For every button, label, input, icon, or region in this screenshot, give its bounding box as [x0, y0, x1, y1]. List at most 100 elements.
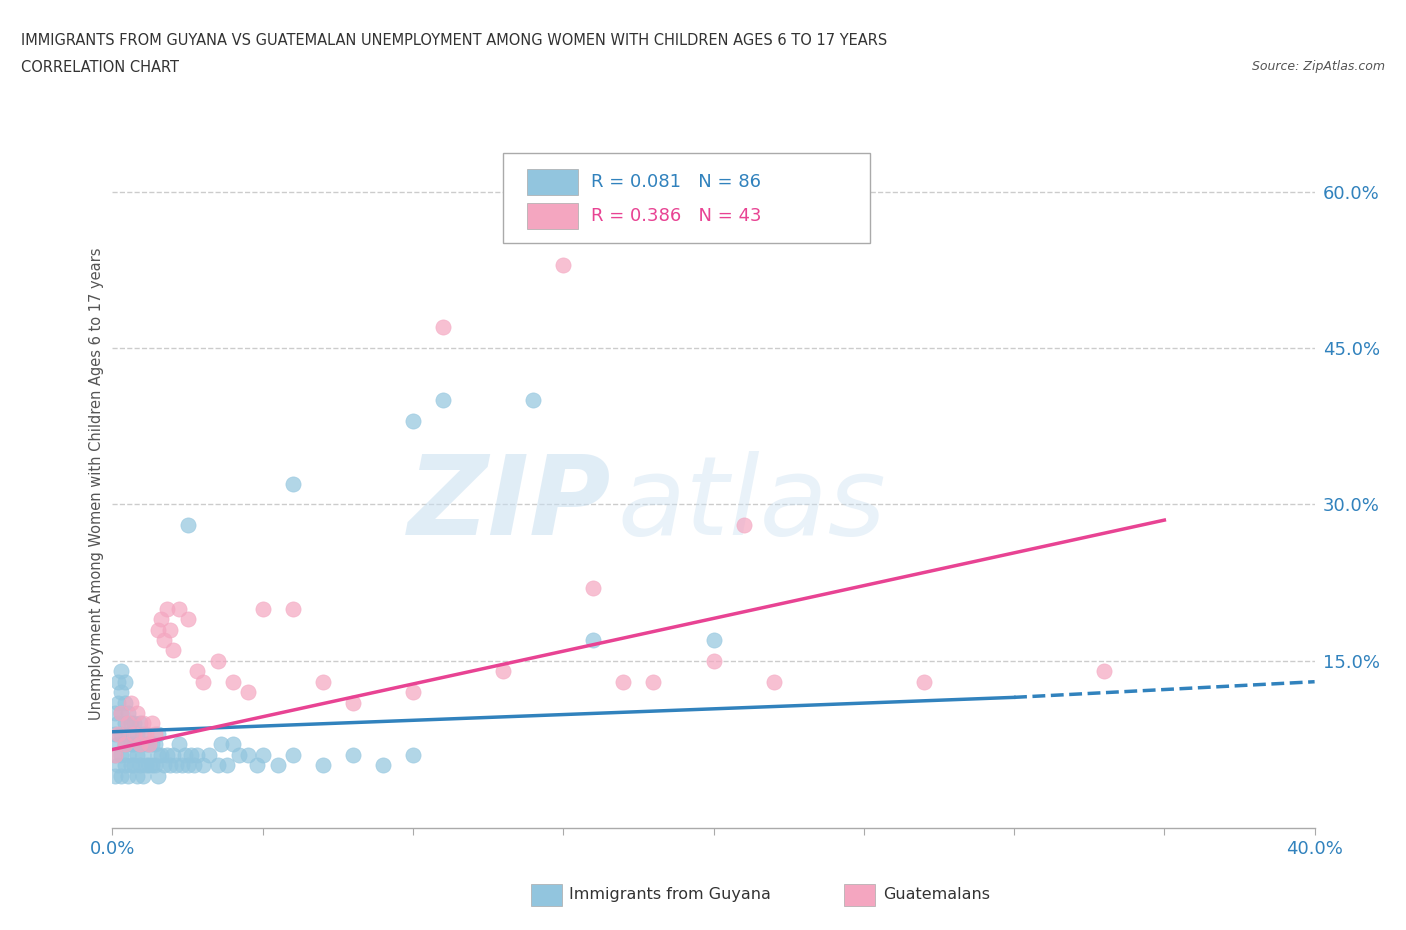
Point: [312, 758, 335, 773]
Point: [246, 758, 269, 773]
Point: [114, 695, 136, 710]
Point: [222, 674, 245, 689]
Point: [128, 737, 150, 751]
Point: [215, 758, 238, 773]
Point: [110, 664, 132, 679]
Point: [114, 737, 136, 751]
Point: [110, 768, 132, 783]
Point: [143, 758, 166, 773]
Point: [120, 716, 142, 731]
Point: [912, 674, 935, 689]
Point: [492, 664, 515, 679]
Point: [762, 674, 785, 689]
Point: [281, 602, 304, 617]
Point: [141, 758, 163, 773]
Point: [135, 758, 157, 773]
Point: [152, 758, 174, 773]
Point: [120, 737, 142, 751]
Point: [733, 518, 755, 533]
Point: [191, 674, 214, 689]
Point: [371, 758, 394, 773]
Point: [553, 258, 575, 272]
Point: [222, 737, 245, 751]
Point: [104, 706, 127, 721]
Point: [180, 748, 202, 763]
Point: [107, 695, 129, 710]
Text: Guatemalans: Guatemalans: [883, 887, 990, 902]
Point: [267, 758, 290, 773]
Point: [149, 748, 172, 763]
Point: [207, 654, 229, 669]
Point: [252, 748, 274, 763]
Point: [141, 737, 163, 751]
Point: [167, 737, 190, 751]
Text: ZIP: ZIP: [408, 451, 612, 558]
Point: [186, 664, 208, 679]
Text: Source: ZipAtlas.com: Source: ZipAtlas.com: [1251, 60, 1385, 73]
Point: [104, 726, 127, 741]
Point: [252, 602, 274, 617]
Bar: [527, 203, 578, 229]
Point: [183, 758, 205, 773]
Point: [117, 706, 139, 721]
Point: [114, 716, 136, 731]
Point: [125, 706, 148, 721]
Point: [146, 768, 169, 783]
Point: [135, 737, 157, 751]
Point: [138, 737, 160, 751]
Point: [135, 726, 157, 741]
Point: [432, 320, 454, 335]
FancyBboxPatch shape: [503, 153, 870, 243]
Point: [122, 726, 145, 741]
Point: [176, 758, 198, 773]
Point: [138, 758, 160, 773]
Point: [107, 674, 129, 689]
Point: [1092, 664, 1115, 679]
Point: [143, 726, 166, 741]
Point: [128, 716, 150, 731]
Point: [702, 632, 725, 647]
Text: atlas: atlas: [617, 451, 886, 558]
Point: [281, 476, 304, 491]
Point: [104, 748, 127, 763]
Point: [162, 643, 184, 658]
Point: [125, 748, 148, 763]
Point: [146, 748, 169, 763]
Point: [114, 758, 136, 773]
Point: [207, 758, 229, 773]
Point: [107, 758, 129, 773]
Point: [159, 622, 181, 637]
Point: [114, 737, 136, 751]
Point: [128, 737, 150, 751]
Point: [110, 726, 132, 741]
Point: [146, 726, 169, 741]
Text: R = 0.081   N = 86: R = 0.081 N = 86: [591, 173, 761, 192]
Point: [107, 726, 129, 741]
Point: [228, 748, 250, 763]
Point: [582, 580, 605, 595]
Text: R = 0.386   N = 43: R = 0.386 N = 43: [591, 206, 762, 225]
Point: [128, 758, 150, 773]
Point: [197, 748, 219, 763]
Point: [125, 768, 148, 783]
Point: [176, 612, 198, 627]
Point: [155, 748, 177, 763]
Y-axis label: Unemployment Among Women with Children Ages 6 to 17 years: Unemployment Among Women with Children A…: [89, 247, 104, 720]
Point: [131, 768, 153, 783]
Point: [162, 748, 184, 763]
Point: [165, 758, 187, 773]
Point: [236, 748, 259, 763]
Point: [117, 726, 139, 741]
Point: [522, 392, 544, 407]
Point: [131, 726, 153, 741]
Point: [107, 737, 129, 751]
Point: [402, 684, 425, 699]
Point: [152, 632, 174, 647]
Point: [155, 602, 177, 617]
Point: [110, 706, 132, 721]
Point: [191, 758, 214, 773]
Point: [281, 748, 304, 763]
Point: [167, 602, 190, 617]
Point: [141, 716, 163, 731]
Bar: [527, 169, 578, 195]
